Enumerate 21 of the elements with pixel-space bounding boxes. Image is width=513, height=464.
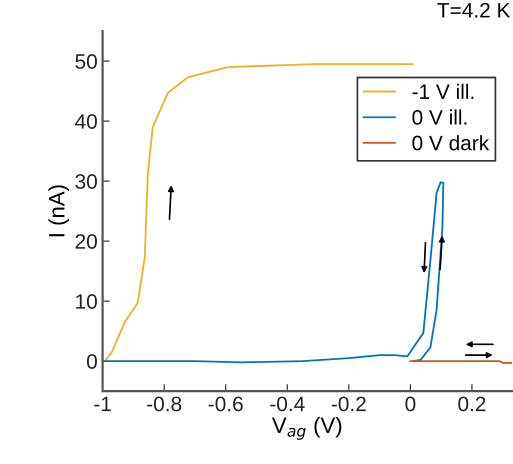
x-tick-label: -0.8 [147,396,182,412]
line-series [102,181,444,364]
x-tick-label: -1 [94,396,111,412]
x-tick-label: -0.6 [208,396,243,412]
legend-label: 0 V dark [412,135,490,150]
x-axis-title: V$_{ag}$ (V) [272,416,342,440]
y-tick-label: 0 [86,354,97,369]
y-tick-label: 30 [75,174,97,189]
y-tick-label: 40 [75,114,97,129]
x-tick-label: -0.2 [332,396,366,412]
text: T=4.2 K [437,2,510,18]
line-series [102,63,414,362]
x-tick-label: -0.4 [270,396,305,412]
y-tick-label: 50 [75,54,97,69]
legend-label: -1 V ill. [412,84,474,99]
x-tick-label: 0 [405,396,416,412]
y-axis-title: I (nA) [48,185,69,236]
x-tick-label: 0.2 [458,396,486,412]
y-tick-label: 10 [76,294,97,309]
y-tick-label: 20 [76,234,97,249]
legend-label: 0 V ill. [412,109,466,125]
